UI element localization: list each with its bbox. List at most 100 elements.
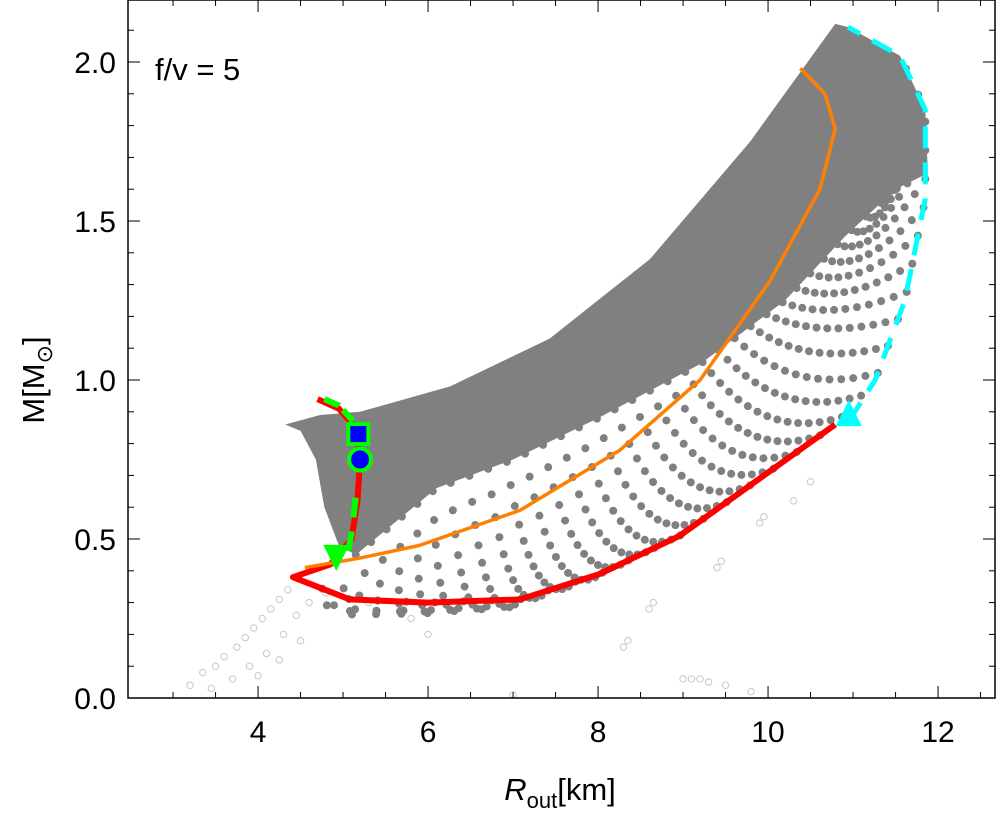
data-point — [852, 303, 861, 312]
data-point — [727, 469, 736, 478]
open-data-point — [211, 662, 220, 670]
series-line-green-top — [323, 396, 356, 424]
data-point — [617, 423, 626, 432]
data-point — [649, 478, 658, 487]
open-data-point — [704, 678, 713, 686]
plot-frame — [127, 0, 996, 699]
data-point — [887, 203, 896, 212]
series-line-orange — [304, 67, 837, 570]
data-point — [738, 450, 747, 459]
data-point — [670, 428, 679, 437]
data-point — [718, 441, 727, 450]
data-point — [783, 417, 792, 426]
data-point — [486, 585, 495, 594]
data-point — [861, 371, 870, 380]
open-data-point — [296, 637, 305, 645]
data-point — [850, 286, 859, 295]
x-tick-label: 12 — [921, 716, 954, 749]
data-point — [686, 478, 695, 487]
data-point — [903, 179, 912, 188]
data-point — [702, 504, 711, 513]
data-point — [755, 328, 764, 337]
open-data-point — [241, 633, 250, 642]
data-point — [322, 601, 331, 610]
data-point — [724, 417, 733, 426]
open-data-point — [789, 497, 798, 505]
open-data-point — [245, 662, 254, 670]
data-point — [734, 395, 743, 404]
data-point — [814, 374, 823, 383]
data-point — [705, 486, 714, 495]
data-point — [671, 521, 680, 530]
data-point — [791, 370, 800, 379]
data-point — [801, 322, 810, 331]
data-point — [898, 150, 907, 159]
y-tick-label: 1.0 — [74, 365, 116, 398]
data-point — [844, 271, 853, 280]
data-point — [601, 494, 610, 503]
data-point — [716, 378, 725, 387]
data-point — [884, 273, 893, 282]
data-point — [717, 467, 726, 476]
data-point — [433, 561, 442, 570]
data-point — [689, 416, 698, 425]
data-point — [794, 419, 803, 428]
data-point — [697, 456, 706, 465]
data-point — [753, 432, 762, 441]
data-point — [903, 133, 912, 142]
data-point — [725, 387, 734, 396]
data-point — [509, 576, 518, 585]
data-point — [823, 324, 832, 333]
y-tick-label: 0.0 — [74, 683, 116, 716]
data-point — [640, 467, 649, 476]
data-point — [540, 527, 549, 536]
data-point — [743, 428, 752, 437]
data-point — [763, 435, 772, 444]
data-point — [784, 341, 793, 350]
data-point — [798, 303, 807, 312]
data-point — [663, 377, 672, 386]
data-point — [815, 272, 824, 281]
data-point — [395, 567, 404, 576]
data-point — [899, 87, 908, 96]
data-point — [617, 548, 626, 557]
y-tick-label: 0.5 — [74, 524, 116, 557]
open-data-point — [220, 652, 228, 661]
data-point — [791, 395, 800, 404]
open-data-point — [275, 656, 283, 664]
data-point — [562, 453, 571, 462]
open-data-point — [679, 675, 687, 683]
data-point — [780, 392, 789, 401]
data-point — [725, 487, 734, 496]
data-point — [609, 506, 618, 515]
data-point — [762, 310, 771, 319]
x-axis-title: Rout[km] — [504, 772, 616, 813]
data-point — [883, 193, 892, 202]
data-point — [805, 347, 814, 356]
open-data-point — [424, 630, 432, 639]
data-point — [454, 551, 463, 560]
open-data-point — [407, 614, 415, 623]
data-point — [737, 470, 746, 479]
data-point — [624, 525, 633, 534]
data-point — [747, 470, 756, 479]
data-point — [901, 241, 910, 250]
data-point — [651, 441, 660, 450]
data-point — [629, 492, 638, 501]
open-data-point — [696, 675, 704, 683]
data-point — [792, 284, 801, 293]
data-point — [743, 402, 752, 411]
data-point — [893, 141, 902, 150]
data-point — [908, 113, 917, 122]
axis-ticks: 4 6 8 10 12 0.0 0.5 1.0 1.5 2.0 — [74, 0, 995, 749]
data-point — [912, 163, 921, 172]
data-point — [367, 538, 376, 547]
data-point — [781, 366, 790, 375]
data-point — [815, 418, 824, 427]
data-point — [465, 471, 474, 480]
data-point — [772, 314, 781, 323]
data-point — [751, 378, 760, 387]
data-point — [555, 501, 564, 510]
open-data-point — [649, 598, 657, 607]
